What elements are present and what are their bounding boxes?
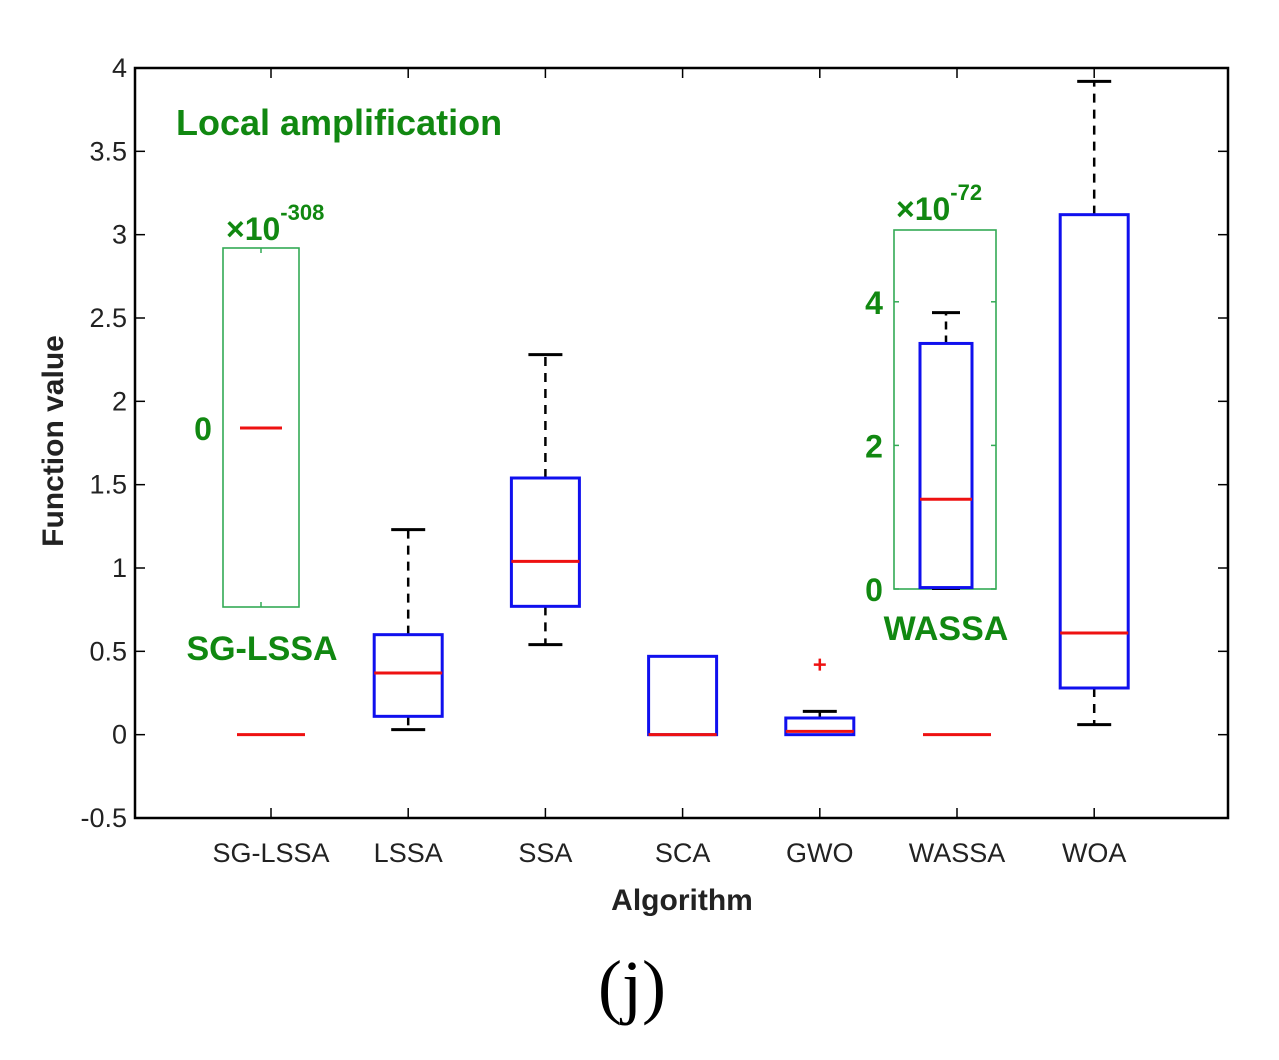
sg-lssa-inset-scale-base: ×10 (226, 211, 280, 247)
box-ssa (509, 353, 581, 647)
sg-lssa-inset-label: SG-LSSA (186, 630, 337, 668)
x-tick-label: LSSA (374, 838, 443, 868)
iqr-box (647, 654, 719, 737)
annotation-title: Local amplification (176, 102, 502, 143)
sg-lssa-inset-scale-exp: -308 (280, 200, 324, 225)
y-tick-label: 0 (112, 720, 127, 750)
figure-caption: (j) (598, 946, 666, 1026)
y-tick-labels: -0.5 0 0.5 1 1.5 2 2.5 3 3.5 4 (80, 53, 127, 833)
wassa-inset-frame (893, 229, 997, 590)
y-tick-label: -0.5 (80, 803, 127, 833)
x-axis-label: Algorithm (611, 884, 753, 917)
wassa-inset-tick-label: 4 (865, 285, 883, 321)
wassa-inset-scale-exp: -72 (950, 180, 982, 205)
wassa-inset-tick-label: 0 (865, 572, 883, 608)
outlier-marker (813, 658, 826, 671)
x-tick-label: GWO (786, 838, 854, 868)
wassa-inset-tick-label: 2 (865, 428, 883, 464)
sg-lssa-inset-tick-0: 0 (194, 411, 212, 447)
box-sca (647, 654, 719, 737)
x-tick-label: WOA (1062, 838, 1127, 868)
wassa-inset-box (918, 311, 974, 590)
boxes-layer (237, 79, 1130, 737)
x-tick-label: SCA (655, 838, 711, 868)
x-tick-labels: SG-LSSA LSSA SSA SCA GWO WASSA WOA (212, 838, 1126, 868)
wassa-inset-scale: ×10-72 (896, 180, 982, 227)
iqr-box (784, 716, 856, 737)
y-axis-label: Function value (37, 335, 70, 547)
y-tick-label: 2 (112, 386, 127, 416)
x-tick-label: SG-LSSA (212, 838, 329, 868)
y-tick-label: 0.5 (89, 636, 127, 666)
sg-lssa-inset: ×10-308 0 SG-LSSA (186, 200, 337, 668)
sg-lssa-inset-scale: ×10-308 (226, 200, 324, 247)
wassa-inset-ticks: 0 2 4 (865, 285, 996, 608)
axis-ticks (135, 67, 1228, 819)
y-tick-label: 1.5 (89, 470, 127, 500)
y-tick-label: 1 (112, 553, 127, 583)
box-woa (1058, 79, 1130, 727)
x-tick-label: WASSA (909, 838, 1006, 868)
iqr-box (509, 476, 581, 608)
y-tick-label: 3 (112, 220, 127, 250)
box-gwo (784, 658, 856, 737)
wassa-inset: ×10-72 0 2 4 WASSA (865, 180, 1008, 648)
plot-area-frame (133, 66, 1230, 820)
y-tick-label: 3.5 (89, 136, 127, 166)
box-lssa (372, 528, 444, 732)
y-tick-label: 4 (112, 53, 127, 83)
y-tick-label: 2.5 (89, 303, 127, 333)
wassa-inset-iqr-box (918, 341, 974, 590)
wassa-inset-label: WASSA (884, 610, 1009, 648)
x-tick-label: SSA (518, 838, 572, 868)
iqr-box (372, 633, 444, 718)
wassa-inset-scale-base: ×10 (896, 191, 950, 227)
iqr-box (1058, 213, 1130, 690)
